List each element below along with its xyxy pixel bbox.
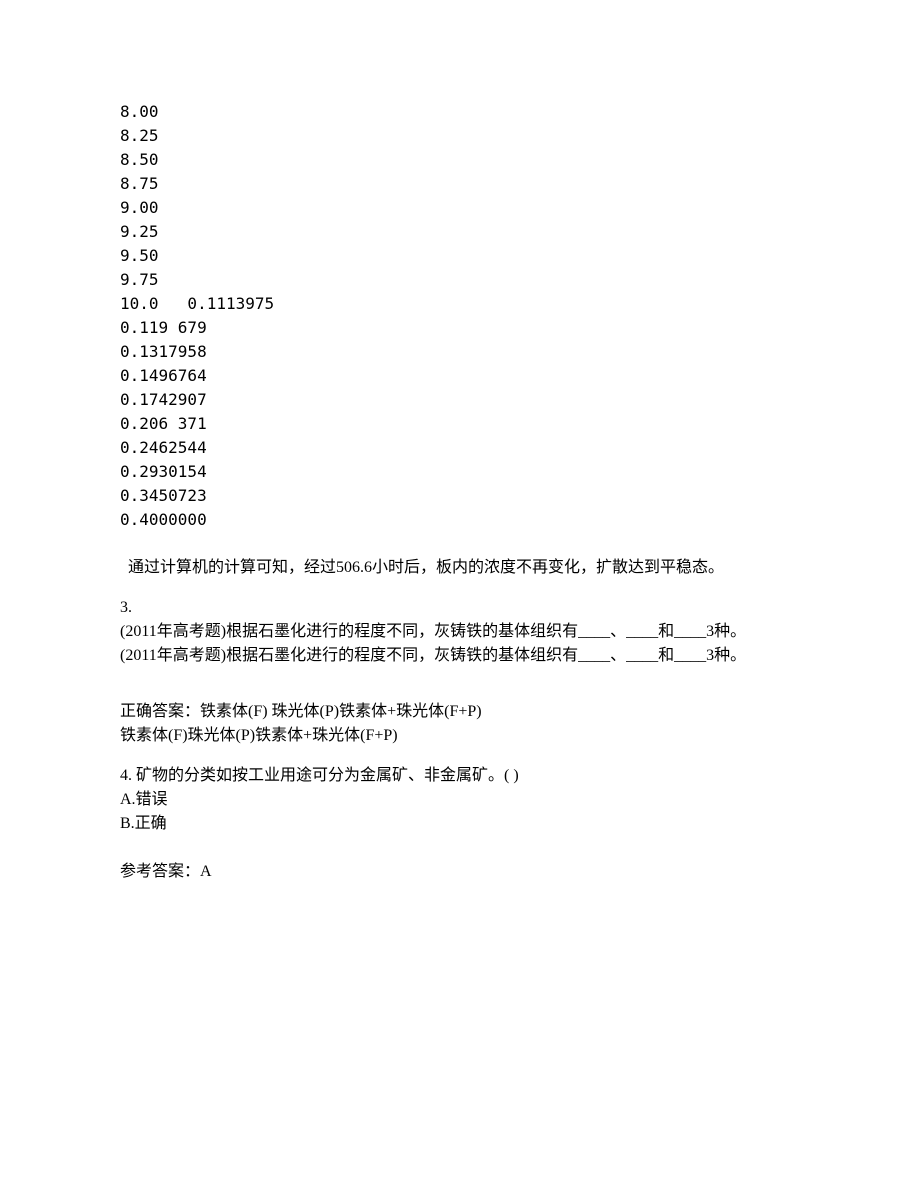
conclusion-text: 通过计算机的计算可知，经过506.6小时后，板内的浓度不再变化，扩散达到平稳态。 <box>120 556 800 580</box>
reference-answer: 参考答案：A <box>120 860 800 884</box>
data-line: 9.50 <box>120 244 800 268</box>
data-line: 8.75 <box>120 172 800 196</box>
data-line: 9.00 <box>120 196 800 220</box>
data-line: 0.1317958 <box>120 340 800 364</box>
data-line: 10.0 0.1113975 <box>120 292 800 316</box>
question-text-line1: (2011年高考题)根据石墨化进行的程度不同，灰铸铁的基体组织有____、___… <box>120 620 800 644</box>
numeric-data-block: 8.00 8.25 8.50 8.75 9.00 9.25 9.50 9.75 … <box>120 100 800 532</box>
data-line: 0.119 679 <box>120 316 800 340</box>
answer-line2: 铁素体(F)珠光体(P)铁素体+珠光体(F+P) <box>120 724 800 748</box>
question-3: 3. (2011年高考题)根据石墨化进行的程度不同，灰铸铁的基体组织有____、… <box>120 596 800 668</box>
conclusion-paragraph: 通过计算机的计算可知，经过506.6小时后，板内的浓度不再变化，扩散达到平稳态。 <box>120 556 800 580</box>
question-text-line2: (2011年高考题)根据石墨化进行的程度不同，灰铸铁的基体组织有____、___… <box>120 644 800 668</box>
question-4: 4. 矿物的分类如按工业用途可分为金属矿、非金属矿。( ) A.错误 B.正确 <box>120 764 800 836</box>
question-number: 3. <box>120 596 800 620</box>
data-line: 0.206 371 <box>120 412 800 436</box>
question-3-answer: 正确答案：铁素体(F) 珠光体(P)铁素体+珠光体(F+P) 铁素体(F)珠光体… <box>120 700 800 748</box>
question-text: 4. 矿物的分类如按工业用途可分为金属矿、非金属矿。( ) <box>120 764 800 788</box>
option-a: A.错误 <box>120 788 800 812</box>
data-line: 0.2930154 <box>120 460 800 484</box>
data-line: 0.3450723 <box>120 484 800 508</box>
data-line: 8.00 <box>120 100 800 124</box>
data-line: 0.1496764 <box>120 364 800 388</box>
data-line: 8.25 <box>120 124 800 148</box>
data-line: 0.4000000 <box>120 508 800 532</box>
data-line: 0.1742907 <box>120 388 800 412</box>
option-b: B.正确 <box>120 812 800 836</box>
data-line: 9.75 <box>120 268 800 292</box>
data-line: 9.25 <box>120 220 800 244</box>
data-line: 0.2462544 <box>120 436 800 460</box>
data-line: 8.50 <box>120 148 800 172</box>
question-4-answer: 参考答案：A <box>120 860 800 884</box>
answer-line1: 正确答案：铁素体(F) 珠光体(P)铁素体+珠光体(F+P) <box>120 700 800 724</box>
